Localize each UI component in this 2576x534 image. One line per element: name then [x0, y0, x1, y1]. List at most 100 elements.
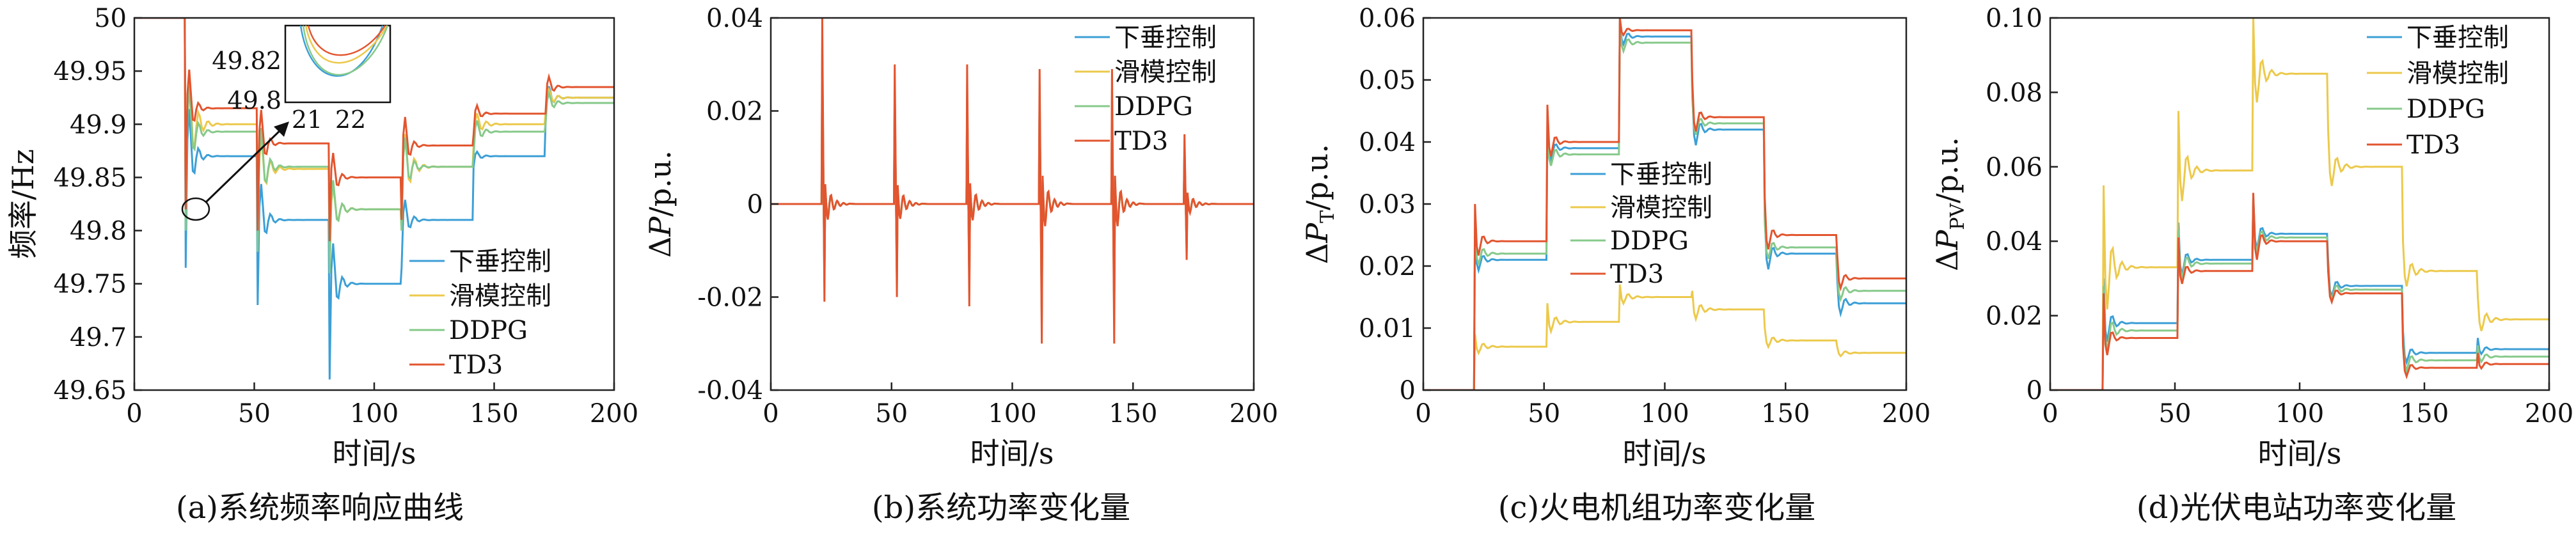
y-tick-label: 0.06 [1359, 4, 1416, 33]
x-tick-label: 150 [470, 399, 518, 428]
legend-label-ddpg-c: DDPG [1610, 226, 1689, 256]
panel-a: 0 50 100 150 200 49.65 49.7 49.75 49.8 49.85 49.9 4… [6, 4, 638, 526]
y-tick-label: 49.95 [53, 57, 127, 86]
y-tick-label: 0.04 [706, 4, 763, 33]
panel-b: 0 50 100 150 200 -0.04 -0.02 0 0.02 0.04 时间/s ΔP/… [643, 4, 1278, 526]
y-axis-label-c: ΔPT/p.u. [1300, 144, 1339, 264]
y-tick-label: 49.85 [53, 163, 127, 192]
legend-label-td3-c: TD3 [1610, 260, 1664, 289]
y-tick-label: 0.01 [1359, 314, 1416, 343]
zoom-target-ellipse [181, 197, 210, 221]
series-lines-d [2050, 18, 2549, 390]
legend-label-ddpg-b: DDPG [1114, 92, 1193, 122]
series-line-ddpg-d [2050, 203, 2549, 390]
y-tick-label: 0.10 [1986, 4, 2043, 33]
y-tick-label: 0.04 [1986, 227, 2043, 256]
series-line-td3-c [1423, 18, 1906, 390]
series-line-ddpg-a [134, 18, 614, 274]
x-tick-label: 0 [763, 399, 778, 428]
x-tick-label: 0 [2042, 399, 2058, 428]
y-tick-label: 0 [2027, 376, 2043, 405]
caption-c: (c)火电机组功率变化量 [1498, 490, 1815, 526]
series-line-td3-a [134, 18, 614, 242]
legend-b: 下垂控制 滑模控制 DDPG TD3 [1075, 23, 1217, 156]
x-tick-label: 100 [1640, 399, 1689, 428]
y-tick-label: -0.04 [697, 376, 763, 405]
zoom-arrow [205, 127, 284, 203]
y-tick-label: 0.02 [1986, 302, 2043, 331]
x-tick-label: 50 [875, 399, 908, 428]
x-tick-label: 200 [2525, 399, 2573, 428]
series-lines-a [134, 18, 614, 380]
series-line-td3-b [771, 18, 1254, 344]
y-tick-label: 0.02 [706, 97, 763, 127]
caption-b: (b)系统功率变化量 [872, 490, 1130, 526]
legend-label-smc-d: 滑模控制 [2406, 59, 2509, 88]
caption-d: (d)光伏电站功率变化量 [2137, 490, 2456, 526]
panel-c: 0 50 100 150 200 0 0.01 0.02 0.03 0.04 0.05 0.06 时间… [1300, 4, 1931, 526]
x-axis-label-d: 时间/s [2257, 436, 2341, 471]
ticks-b: 0 50 100 150 200 -0.04 -0.02 0 0.02 0.04 [697, 4, 1278, 428]
legend-label-droop-d: 下垂控制 [2406, 23, 2509, 52]
x-tick-label: 50 [238, 399, 271, 428]
legend-d: 下垂控制 滑模控制 DDPG TD3 [2367, 23, 2509, 160]
y-tick-label: 49.8 [70, 217, 127, 246]
y-tick-label: 50 [94, 4, 127, 33]
x-tick-label: 150 [1109, 399, 1157, 428]
y-tick-label: 49.65 [53, 376, 127, 405]
y-tick-label: 0.08 [1986, 78, 2043, 107]
legend-a: 下垂控制 滑模控制 DDPG TD3 [409, 247, 551, 380]
y-tick-label: -0.02 [697, 283, 763, 313]
inset-xtick-1: 21 [292, 106, 322, 134]
inset-frame [284, 24, 391, 104]
legend-label-smc-a: 滑模控制 [449, 281, 551, 311]
inset-curve-smc [304, 25, 388, 64]
ticks-d: 0 50 100 150 200 0 0.02 0.04 0.06 0.08 0.10 [1986, 4, 2573, 428]
y-axis-label-d: ΔPPV/p.u. [1930, 137, 1969, 271]
y-tick-label: 49.9 [70, 110, 127, 139]
legend-label-ddpg-d: DDPG [2406, 95, 2485, 124]
inset-ytick-2: 49.8 [227, 86, 281, 114]
y-tick-label: 0.02 [1359, 252, 1416, 281]
x-axis-label-c: 时间/s [1622, 436, 1706, 471]
series-line-smc-c [1423, 284, 1906, 390]
legend-label-td3-a: TD3 [449, 350, 503, 380]
panel-d: 0 50 100 150 200 0 0.02 0.04 0.06 0.08 0.10 时间/s Δ… [1930, 4, 2573, 526]
x-tick-label: 0 [1415, 399, 1431, 428]
inset-ytick-1: 49.82 [212, 47, 281, 75]
inset-curve-ddpg [302, 25, 389, 76]
x-tick-label: 150 [2400, 399, 2449, 428]
legend-label-td3-d: TD3 [2406, 130, 2460, 160]
legend-label-td3-b: TD3 [1114, 127, 1168, 156]
x-tick-label: 200 [590, 399, 638, 428]
y-tick-label: 0.03 [1359, 190, 1416, 219]
series-line-droop-a [134, 18, 614, 380]
inset-curve-droop [299, 25, 384, 77]
legend-label-droop-c: 下垂控制 [1610, 160, 1712, 189]
inset-xtick-2: 22 [335, 106, 366, 134]
legend-label-smc-b: 滑模控制 [1114, 58, 1217, 87]
x-tick-label: 100 [2275, 399, 2324, 428]
y-tick-label: 49.75 [53, 270, 127, 299]
y-tick-label: 0 [747, 190, 763, 219]
legend-label-droop-a: 下垂控制 [449, 247, 551, 276]
inset-zoom: 49.82 49.8 21 22 [212, 24, 391, 134]
series-line-ddpg-b [771, 45, 1254, 323]
x-tick-label: 100 [988, 399, 1036, 428]
legend-label-ddpg-a: DDPG [449, 316, 528, 345]
legend-label-smc-c: 滑模控制 [1610, 193, 1712, 223]
y-axis-label-b: ΔP/p.u. [643, 150, 677, 258]
inset-curve-td3 [307, 25, 386, 56]
x-tick-label: 200 [1882, 399, 1931, 428]
ticks-c: 0 50 100 150 200 0 0.01 0.02 0.03 0.04 0.05 0.06 [1359, 4, 1931, 428]
series-line-td3-d [2050, 192, 2549, 390]
y-tick-label: 0.04 [1359, 128, 1416, 157]
caption-a: (a)系统频率响应曲线 [176, 490, 464, 526]
y-tick-label: 49.7 [70, 323, 127, 352]
x-tick-label: 50 [2159, 399, 2192, 428]
x-tick-label: 50 [1528, 399, 1560, 428]
y-tick-label: 0 [1400, 376, 1416, 405]
legend-label-droop-b: 下垂控制 [1114, 23, 1217, 52]
ticks-a: 0 50 100 150 200 49.65 49.7 49.75 49.8 49.85 49.9 4… [53, 4, 638, 428]
